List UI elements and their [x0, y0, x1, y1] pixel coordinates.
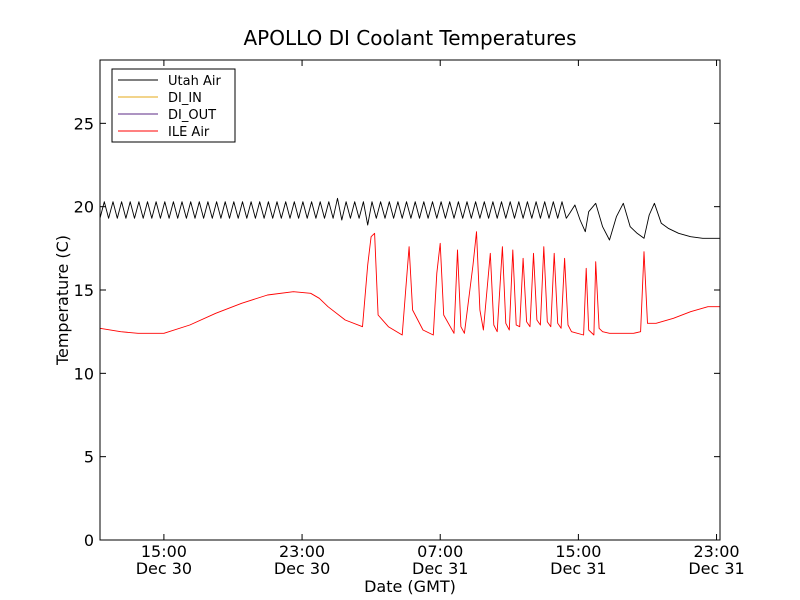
x-axis-label: Date (GMT) — [364, 577, 456, 596]
y-tick-label: 0 — [84, 531, 94, 550]
x-tick-time-label: 07:00 — [417, 542, 463, 561]
legend-label: ILE Air — [168, 125, 210, 140]
x-tick-time-label: 23:00 — [693, 542, 739, 561]
x-tick-time-label: 23:00 — [279, 542, 325, 561]
series-lines — [99, 197, 720, 336]
x-tick-time-label: 15:00 — [141, 542, 187, 561]
x-tick-date-label: Dec 30 — [136, 559, 192, 578]
y-axis-label: Temperature (C) — [53, 235, 72, 366]
chart-title: APOLLO DI Coolant Temperatures — [243, 26, 576, 50]
y-tick-label: 10 — [74, 364, 94, 383]
x-tick-date-label: Dec 31 — [412, 559, 468, 578]
plot-frame — [99, 59, 721, 541]
legend-box — [111, 68, 236, 143]
legend-label: DI_IN — [168, 91, 202, 106]
y-tick-label: 25 — [74, 114, 94, 133]
x-tick-time-label: 15:00 — [555, 542, 601, 561]
x-tick-date-label: Dec 31 — [688, 559, 744, 578]
x-tick-date-label: Dec 30 — [274, 559, 330, 578]
legend-label: DI_OUT — [168, 108, 216, 123]
legend-label: Utah Air — [168, 74, 221, 89]
x-tick-date-label: Dec 31 — [550, 559, 606, 578]
y-tick-label: 5 — [84, 448, 94, 467]
y-tick-label: 15 — [74, 281, 94, 300]
y-tick-label: 20 — [74, 198, 94, 217]
series-line-ile-air — [99, 231, 720, 336]
legend: Utah Air DI_IN DI_OUT ILE Air — [111, 68, 236, 143]
series-line-utah-air — [99, 197, 720, 241]
